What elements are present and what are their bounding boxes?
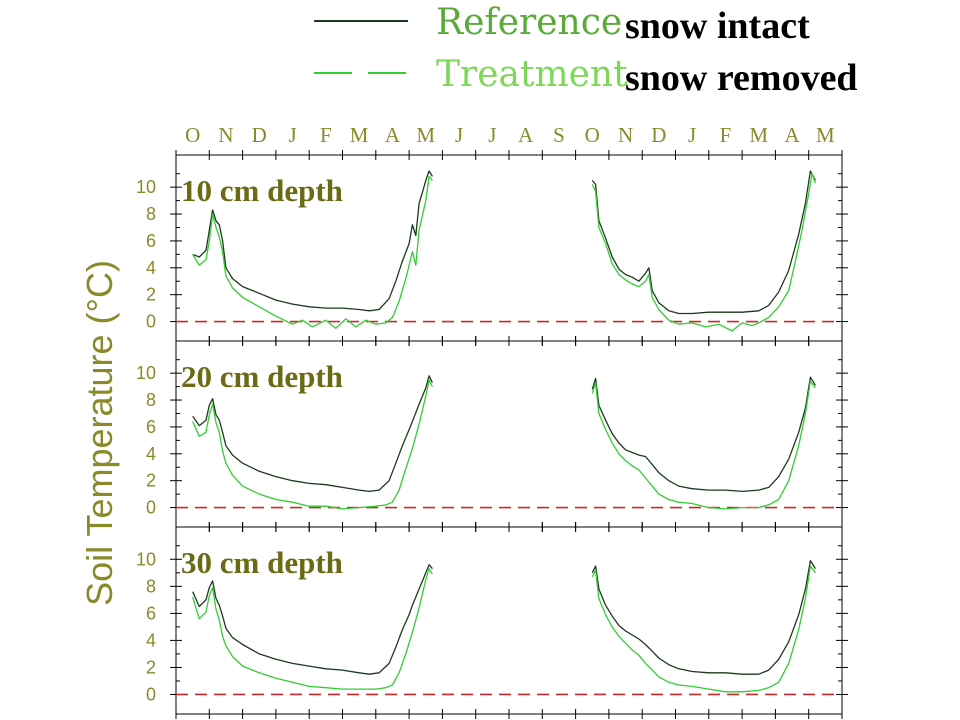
treatment-series-line [192, 175, 433, 329]
reference-series-line [591, 559, 816, 675]
y-tick-label: 4 [146, 444, 156, 464]
panel-title: 20 cm depth [181, 359, 343, 394]
month-tick-label: O [585, 123, 600, 147]
panel-1: 0 2 4 6 8 10 10 cm depth [136, 150, 848, 346]
month-tick-label: A [784, 123, 800, 147]
month-tick-label: N [218, 123, 233, 147]
y-tick-label: 8 [146, 390, 156, 410]
y-tick-label: 6 [146, 417, 156, 437]
month-tick-label: S [553, 123, 565, 147]
treatment-series-line [591, 565, 816, 693]
legend: Reference snow intact Treatment snow rem… [314, 2, 858, 99]
month-tick-label: F [320, 123, 332, 147]
y-tick-label: 2 [146, 285, 156, 305]
y-tick-label: 6 [146, 231, 156, 251]
y-tick-label: 4 [146, 258, 156, 278]
y-tick-label: 2 [146, 471, 156, 491]
chart-panels: 0 2 4 6 8 10 10 cm depth 0 2 4 6 8 10 20 cm depth 0 2 4 6… [136, 150, 848, 719]
y-tick-label: 0 [146, 684, 156, 704]
month-tick-label: J [288, 123, 296, 147]
y-tick-label: 8 [146, 204, 156, 224]
reference-series-line [591, 170, 816, 315]
treatment-series-line [591, 173, 817, 332]
month-tick-label: D [651, 123, 666, 147]
panel-title: 10 cm depth [181, 173, 343, 208]
reference-series-line [192, 564, 433, 675]
y-tick-label: 2 [146, 657, 156, 677]
month-tick-label: M [350, 123, 369, 147]
month-tick-label: M [749, 123, 768, 147]
y-tick-label: 4 [146, 630, 156, 650]
month-tick-label: A [518, 123, 534, 147]
month-tick-label: F [720, 123, 732, 147]
treatment-series-line [192, 379, 433, 510]
treatment-series-line [192, 568, 433, 690]
legend-treatment-label: Treatment [436, 54, 628, 95]
y-tick-label: 10 [136, 549, 156, 569]
month-tick-label: M [816, 123, 835, 147]
reference-series-line [192, 375, 433, 493]
reference-series-line [192, 170, 433, 312]
panel-3: 0 2 4 6 8 10 30 cm depth [136, 522, 848, 719]
y-axis-label: Soil Temperature (°C) [79, 260, 120, 606]
y-tick-label: 8 [146, 576, 156, 596]
y-tick-label: 6 [146, 603, 156, 623]
y-tick-label: 10 [136, 177, 156, 197]
y-tick-label: 0 [146, 498, 156, 518]
legend-reference-desc: snow intact [625, 5, 810, 47]
legend-treatment-desc: snow removed [625, 57, 858, 99]
y-tick-label: 0 [146, 312, 156, 332]
month-tick-label: J [688, 123, 696, 147]
month-tick-label: O [185, 123, 200, 147]
legend-reference-label: Reference [436, 2, 622, 43]
month-tick-label: N [618, 123, 633, 147]
panel-title: 30 cm depth [181, 545, 343, 580]
reference-series-line [591, 376, 816, 493]
panel-2: 0 2 4 6 8 10 20 cm depth [136, 336, 848, 532]
y-tick-label: 10 [136, 363, 156, 383]
month-tick-label: D [252, 123, 267, 147]
treatment-series-line [591, 380, 816, 510]
month-tick-label: A [385, 123, 401, 147]
month-tick-label: J [455, 123, 463, 147]
month-tick-label: J [488, 123, 496, 147]
month-tick-label: M [416, 123, 435, 147]
